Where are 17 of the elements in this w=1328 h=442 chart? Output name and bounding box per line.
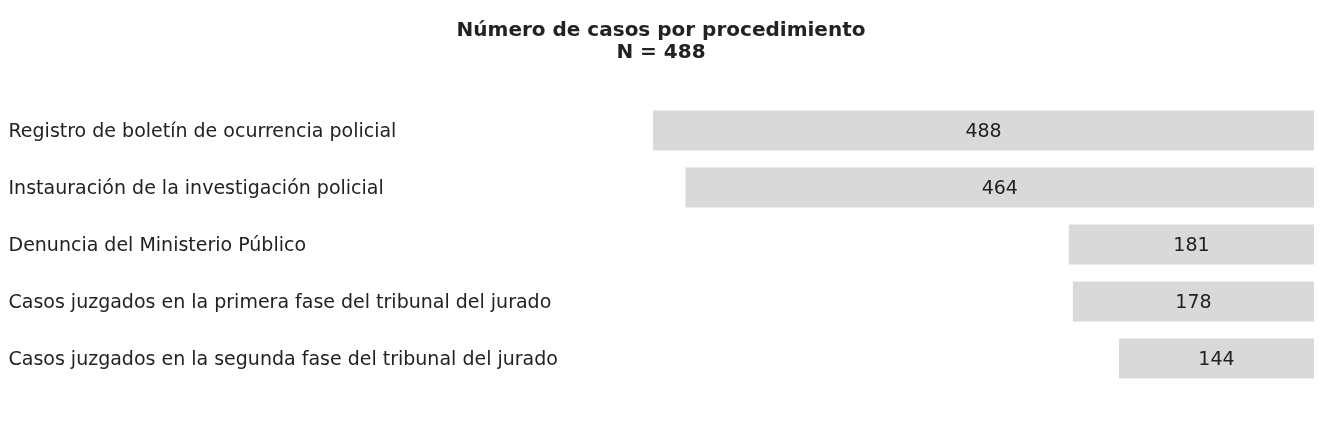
data-label: 181	[1173, 232, 1210, 255]
bar	[1118, 338, 1314, 379]
y-tick-label: Casos juzgados en la primera fase del tribunal del jurado	[8, 289, 552, 312]
data-label: 488	[965, 118, 1002, 141]
y-tick-label: Casos juzgados en la segunda fase del tribunal del jurado	[8, 346, 558, 369]
data-label: 144	[1198, 346, 1235, 369]
data-label: 178	[1175, 289, 1212, 312]
data-label: 464	[981, 175, 1018, 198]
chart-title: Número de casos por procedimiento	[456, 17, 866, 41]
bar	[653, 110, 1314, 151]
chart-subtitle: N = 488	[616, 39, 706, 63]
y-tick-label: Registro de boletín de ocurrencia policial	[8, 118, 397, 141]
bar	[1072, 281, 1314, 322]
y-tick-label: Denuncia del Ministerio Público	[8, 232, 307, 255]
bar	[685, 167, 1314, 208]
bar	[1068, 224, 1314, 265]
y-tick-label: Instauración de la investigación policial	[8, 175, 384, 198]
